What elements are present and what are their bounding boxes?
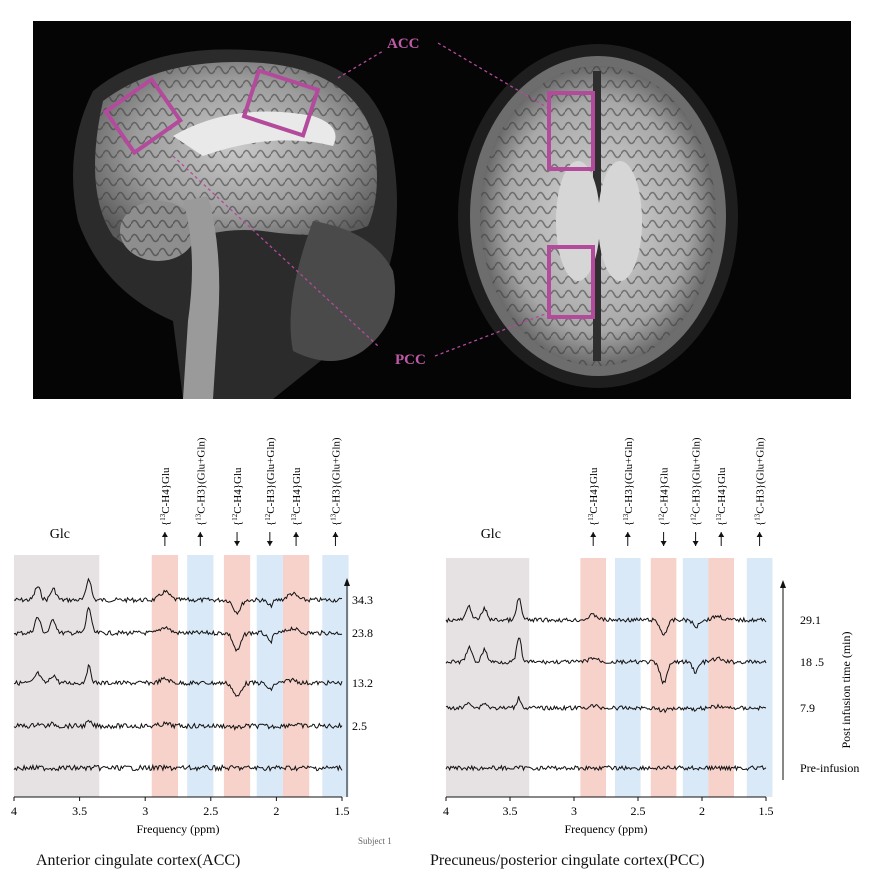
axial-acc-roi <box>547 91 595 171</box>
pcc-time-label: 7.9 <box>800 701 815 715</box>
acc-xlabel: Frequency (ppm) <box>137 822 220 836</box>
pcc-glc-band <box>446 558 530 797</box>
pcc-peak-band <box>614 558 641 797</box>
acc-peak-band <box>322 555 349 797</box>
acc-peak-label: {13C-H3}(Glu+Gln) <box>194 437 207 526</box>
pcc-peak-band <box>682 558 709 797</box>
pcc-time-label: Pre-infusion <box>800 761 859 775</box>
pcc-spectra-panel: Glc {13C-H4}Glu {13C-H3}(Glu+Gln) {12C-H4}G… <box>443 437 859 836</box>
acc-arrow-head <box>197 532 204 537</box>
pcc-spectrum-trace <box>445 764 767 772</box>
pcc-peak-label: {13C-H4}Glu <box>587 467 600 526</box>
acc-glc-label: Glc <box>50 527 70 542</box>
pcc-arrow-head <box>718 532 725 537</box>
pcc-peak-band <box>746 558 773 797</box>
acc-time-label: 2.5 <box>352 719 367 733</box>
acc-peak-band <box>256 555 283 797</box>
acc-time-label: 23.8 <box>352 626 373 640</box>
pcc-peak-band <box>708 558 734 797</box>
pcc-peak-label: {13C-H3}(Glu+Gln) <box>754 437 767 526</box>
pcc-arrow-head <box>692 541 699 546</box>
pcc-tick-label: 2 <box>699 804 705 818</box>
acc-peak-label: {13C-H3}(Glu+Gln) <box>329 437 342 526</box>
pcc-tick-label: 1.5 <box>759 804 774 818</box>
pcc-arrow-head <box>660 541 667 546</box>
acc-time-label: 13.2 <box>352 676 373 690</box>
pcc-arrow-head <box>624 532 631 537</box>
acc-peak-band <box>187 555 214 797</box>
pcc-time-label: 18 .5 <box>800 655 824 669</box>
pcc-spectrum-trace <box>445 598 767 636</box>
pcc-ylabel: Post infusion time (min) <box>839 631 853 748</box>
roi-connectors <box>172 42 554 357</box>
acc-arrow-head <box>332 532 339 537</box>
acc-caption: Anterior cingulate cortex(ACC) <box>36 852 241 869</box>
pcc-peak-label: {12C-H3}(Glu+Gln) <box>690 437 703 526</box>
axial-pcc-roi <box>547 245 595 319</box>
acc-arrow-head <box>266 541 273 546</box>
roi-boxes <box>102 68 595 319</box>
acc-spectrum-trace <box>13 719 343 731</box>
sagittal-acc-roi <box>241 68 321 138</box>
pcc-glc-label: Glc <box>481 527 501 542</box>
pcc-tick-label: 3 <box>571 804 577 818</box>
pcc-spectrum-trace <box>445 637 767 685</box>
pcc-time-axis-arrow <box>780 580 786 588</box>
acc-peak-band <box>223 555 251 797</box>
acc-peak-band <box>151 555 178 797</box>
acc-glc-band <box>14 555 100 797</box>
acc-peak-label: {12C-H3}(Glu+Gln) <box>264 437 277 526</box>
acc-time-label: 34.3 <box>352 593 373 607</box>
pcc-arrow-head <box>756 532 763 537</box>
pcc-caption: Precuneus/posterior cingulate cortex(PCC… <box>430 852 705 869</box>
acc-arrow-head <box>293 532 300 537</box>
acc-arrow-head <box>234 541 241 546</box>
pcc-peak-label: {12C-H4}Glu <box>658 467 671 526</box>
acc-spectra-panel: Glc {13C-H4}Glu {13C-H3}(Glu+Gln) {12C-H4}G… <box>11 437 373 836</box>
pcc-peak-label: {13C-H4}Glu <box>715 467 728 526</box>
pcc-label: PCC <box>395 352 426 368</box>
pcc-tick-label: 3.5 <box>503 804 518 818</box>
pcc-spectrum-trace <box>445 696 767 714</box>
acc-peak-label: {13C-H4}Glu <box>159 467 172 526</box>
acc-tick-label: 2.5 <box>203 804 218 818</box>
pcc-tick-label: 2.5 <box>631 804 646 818</box>
acc-peak-band <box>282 555 310 797</box>
spectra-figure: Glc {13C-H4}Glu {13C-H3}(Glu+Gln) {12C-H4}G… <box>11 437 859 836</box>
acc-peak-label: {12C-H4}Glu <box>231 467 244 526</box>
pcc-peak-band <box>580 558 606 797</box>
acc-arrow-head <box>161 532 168 537</box>
acc-label: ACC <box>387 36 420 52</box>
pcc-tick-label: 4 <box>443 804 449 818</box>
acc-spectrum-trace <box>13 763 343 773</box>
acc-spectrum-trace <box>13 663 343 697</box>
axial-slice <box>458 44 738 388</box>
acc-tick-label: 1.5 <box>335 804 350 818</box>
acc-tick-label: 2 <box>273 804 279 818</box>
pcc-peak-band <box>650 558 677 797</box>
subject-label: Subject 1 <box>358 836 392 846</box>
acc-tick-label: 3 <box>142 804 148 818</box>
acc-tick-label: 3.5 <box>72 804 87 818</box>
pcc-arrow-head <box>590 532 597 537</box>
pcc-xlabel: Frequency (ppm) <box>565 822 648 836</box>
acc-spectrum-trace <box>13 606 343 652</box>
acc-time-axis-arrow <box>344 578 350 586</box>
acc-spectrum-trace <box>13 577 343 616</box>
sagittal-pcc-roi <box>102 76 184 156</box>
pcc-time-label: 29.1 <box>800 613 821 627</box>
mri-brain-images: ACC PCC <box>33 21 851 399</box>
pcc-peak-label: {13C-H3}(Glu+Gln) <box>622 437 635 526</box>
acc-tick-label: 4 <box>11 804 17 818</box>
acc-peak-label: {13C-H4}Glu <box>290 467 303 526</box>
